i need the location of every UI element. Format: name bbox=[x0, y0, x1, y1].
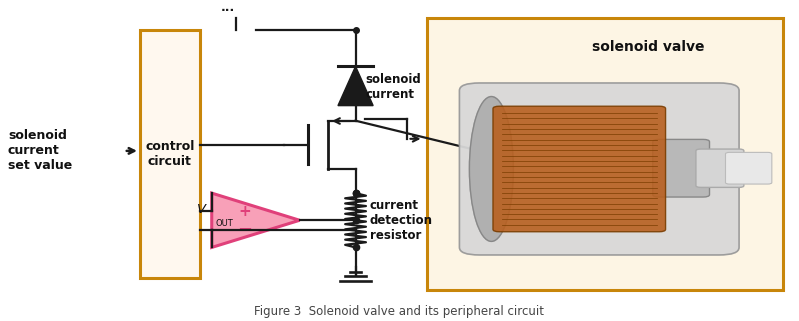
Polygon shape bbox=[338, 66, 373, 106]
FancyBboxPatch shape bbox=[696, 149, 744, 187]
Text: current
detection
resistor: current detection resistor bbox=[370, 199, 433, 242]
Polygon shape bbox=[212, 193, 300, 247]
FancyBboxPatch shape bbox=[459, 83, 739, 255]
FancyBboxPatch shape bbox=[653, 139, 710, 197]
Text: solenoid valve: solenoid valve bbox=[591, 40, 704, 54]
Text: ...: ... bbox=[221, 1, 235, 13]
FancyBboxPatch shape bbox=[493, 106, 666, 232]
Text: solenoid
current: solenoid current bbox=[365, 73, 421, 101]
Text: control
circuit: control circuit bbox=[145, 140, 194, 168]
FancyBboxPatch shape bbox=[725, 152, 772, 184]
Ellipse shape bbox=[469, 97, 513, 241]
Text: Figure 3  Solenoid valve and its peripheral circuit: Figure 3 Solenoid valve and its peripher… bbox=[255, 305, 544, 318]
FancyBboxPatch shape bbox=[427, 18, 783, 290]
FancyBboxPatch shape bbox=[140, 30, 200, 278]
Text: $\it{V}$: $\it{V}$ bbox=[196, 203, 208, 216]
Text: +: + bbox=[239, 204, 252, 219]
Text: solenoid
current
set value: solenoid current set value bbox=[8, 129, 72, 172]
Text: −: − bbox=[237, 221, 252, 239]
Text: OUT: OUT bbox=[216, 219, 233, 228]
